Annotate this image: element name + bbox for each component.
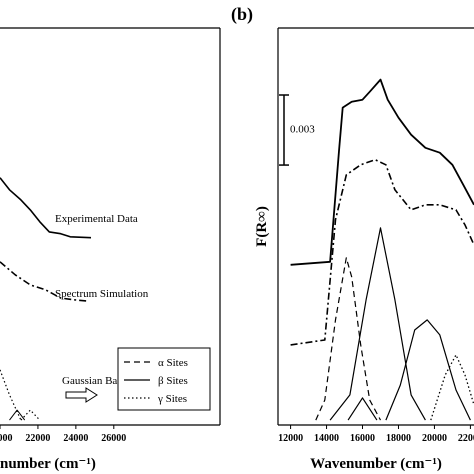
- x-axis-label: Wavenumber (cm⁻¹): [0, 456, 96, 472]
- annotation: Experimental Data: [55, 213, 138, 225]
- x-tick-label: 24000: [63, 433, 88, 444]
- curve: [329, 227, 426, 421]
- panel-label: (b): [231, 4, 253, 25]
- x-tick-label: 20000: [0, 433, 13, 444]
- annotation: Gaussian Bands: [62, 375, 133, 387]
- annotation: Spectrum Simulation: [55, 288, 149, 300]
- legend-label: β Sites: [158, 375, 188, 387]
- curve: [315, 257, 382, 421]
- curve: [385, 319, 471, 421]
- arrow: [65, 387, 98, 403]
- y-axis-label: F(R∞): [254, 206, 270, 247]
- curve: [290, 158, 474, 346]
- x-tick-label: 26000: [101, 433, 126, 444]
- x-tick-label: 22000: [458, 433, 474, 444]
- curve: [9, 409, 26, 421]
- x-axis-label: Wavenumber (cm⁻¹): [310, 456, 442, 472]
- curve: [290, 78, 474, 266]
- x-tick-label: 20000: [422, 433, 447, 444]
- curve: [0, 177, 92, 239]
- x-tick-label: 12000: [278, 433, 303, 444]
- legend-label: γ Sites: [157, 393, 187, 405]
- x-tick-label: 22000: [25, 433, 50, 444]
- scale-bar-label: 0.003: [290, 124, 315, 136]
- x-tick-label: 16000: [350, 433, 375, 444]
- x-tick-label: 14000: [314, 433, 339, 444]
- curve: [347, 397, 378, 421]
- legend-box: [117, 347, 211, 411]
- curve: [0, 261, 88, 302]
- curve: [20, 409, 41, 421]
- curve: [0, 369, 22, 421]
- legend-label: α Sites: [158, 357, 188, 369]
- x-tick-label: 18000: [386, 433, 411, 444]
